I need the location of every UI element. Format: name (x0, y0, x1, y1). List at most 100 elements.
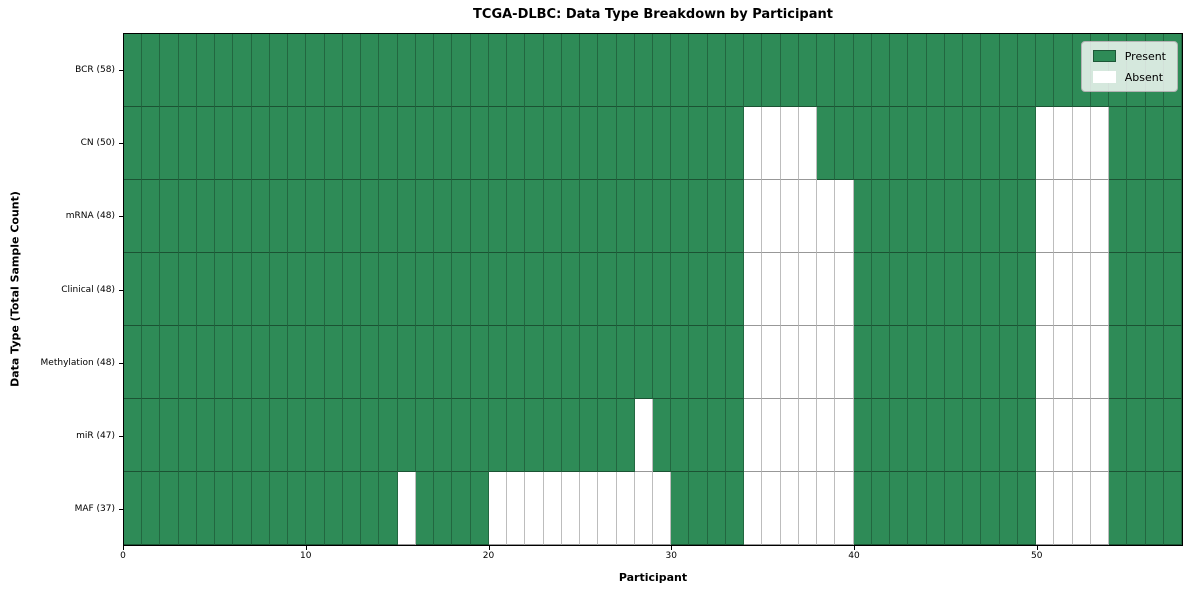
heatmap-cell (835, 326, 854, 399)
heatmap-cell (652, 326, 672, 399)
heatmap-cell (488, 107, 508, 180)
heatmap-cell (196, 253, 216, 326)
y-tick-mark (119, 69, 123, 71)
heatmap-cell (543, 472, 562, 545)
heatmap-cell (652, 34, 672, 107)
heatmap-cell (525, 107, 544, 180)
heatmap-cell (1054, 107, 1073, 180)
heatmap-cell (944, 472, 964, 545)
heatmap-cell (342, 399, 362, 472)
heatmap-cell (397, 399, 416, 472)
heatmap-cell (269, 253, 289, 326)
heatmap-cell (288, 34, 307, 107)
heatmap-cell (507, 399, 526, 472)
heatmap-cell (379, 253, 398, 326)
heatmap-cell (963, 107, 982, 180)
heatmap-cell (580, 326, 599, 399)
heatmap-cell (470, 399, 489, 472)
heatmap-cell (1145, 399, 1164, 472)
heatmap-cell (361, 326, 380, 399)
heatmap-cell (890, 34, 909, 107)
heatmap-cell (488, 180, 508, 253)
heatmap-cell (215, 253, 234, 326)
heatmap-cell (1054, 326, 1073, 399)
heatmap-cell (944, 399, 964, 472)
heatmap-cell (415, 326, 435, 399)
heatmap-cell (525, 472, 544, 545)
x-tick-mark (488, 546, 490, 550)
heatmap-cell (1145, 253, 1164, 326)
heatmap-cell (1036, 399, 1055, 472)
heatmap-cell (470, 253, 489, 326)
heatmap-cell (762, 472, 781, 545)
heatmap-cell (725, 326, 745, 399)
heatmap-cell (634, 34, 653, 107)
heatmap-cell (561, 472, 581, 545)
heatmap-cell (415, 253, 435, 326)
heatmap-cell (780, 326, 799, 399)
x-tick-label: 40 (848, 551, 860, 561)
heatmap-cell (744, 399, 763, 472)
heatmap-cell (780, 399, 799, 472)
heatmap-cell (616, 326, 635, 399)
heatmap-cell (1054, 253, 1073, 326)
heatmap-cell (707, 180, 726, 253)
heatmap-cell (762, 107, 781, 180)
heatmap-cell (215, 34, 234, 107)
heatmap-cell (452, 107, 471, 180)
x-tick-label: 0 (120, 551, 126, 561)
heatmap-cell (944, 180, 964, 253)
heatmap-cell (1109, 472, 1128, 545)
heatmap-grid (124, 34, 1182, 545)
heatmap-cell (926, 34, 945, 107)
heatmap-cell (452, 180, 471, 253)
heatmap-cell (1072, 472, 1091, 545)
heatmap-cell (160, 399, 179, 472)
heatmap-cell (598, 253, 617, 326)
heatmap-cell (744, 253, 763, 326)
heatmap-cell (361, 34, 380, 107)
heatmap-cell (634, 180, 653, 253)
heatmap-cell (981, 107, 1000, 180)
heatmap-cell (652, 399, 672, 472)
heatmap-cell (853, 253, 872, 326)
heatmap-cell (1090, 253, 1110, 326)
heatmap-cell (1090, 180, 1110, 253)
heatmap-cell (488, 472, 508, 545)
heatmap-cell (178, 34, 197, 107)
heatmap-cell (324, 253, 343, 326)
present-swatch-icon (1092, 50, 1116, 62)
heatmap-cell (689, 253, 708, 326)
heatmap-cell (1036, 107, 1055, 180)
heatmap-cell (616, 472, 635, 545)
heatmap-cell (1163, 399, 1182, 472)
heatmap-cell (196, 180, 216, 253)
heatmap-cell (342, 253, 362, 326)
heatmap-cell (780, 107, 799, 180)
heatmap-cell (1127, 180, 1146, 253)
heatmap-cell (707, 253, 726, 326)
y-tick-mark (119, 289, 123, 291)
heatmap-cell (616, 253, 635, 326)
heatmap-cell (890, 472, 909, 545)
heatmap-cell (160, 326, 179, 399)
heatmap-cell (707, 107, 726, 180)
heatmap-cell (306, 472, 325, 545)
heatmap-cell (634, 107, 653, 180)
heatmap-cell (561, 107, 581, 180)
heatmap-cell (1017, 253, 1037, 326)
heatmap-cell (142, 253, 161, 326)
heatmap-cell (397, 253, 416, 326)
heatmap-cell (981, 180, 1000, 253)
heatmap-cell (1145, 326, 1164, 399)
heatmap-cell (671, 34, 690, 107)
heatmap-cell (324, 34, 343, 107)
heatmap-cell (689, 399, 708, 472)
heatmap-cell (1090, 472, 1110, 545)
y-tick-mark (119, 142, 123, 144)
heatmap-cell (1127, 253, 1146, 326)
heatmap-cell (488, 326, 508, 399)
heatmap-cell (415, 107, 435, 180)
y-tick-label: CN (50) (80, 137, 115, 148)
heatmap-cell (598, 399, 617, 472)
